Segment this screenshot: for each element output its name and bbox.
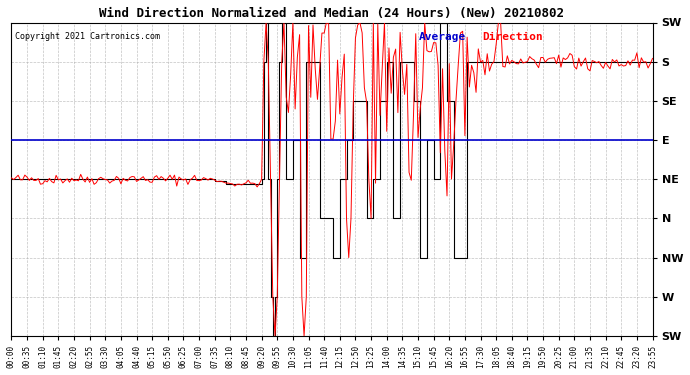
Title: Wind Direction Normalized and Median (24 Hours) (New) 20210802: Wind Direction Normalized and Median (24… [99,7,564,20]
Text: Direction: Direction [482,32,544,42]
Text: Copyright 2021 Cartronics.com: Copyright 2021 Cartronics.com [14,32,159,41]
Text: Average: Average [419,32,466,42]
